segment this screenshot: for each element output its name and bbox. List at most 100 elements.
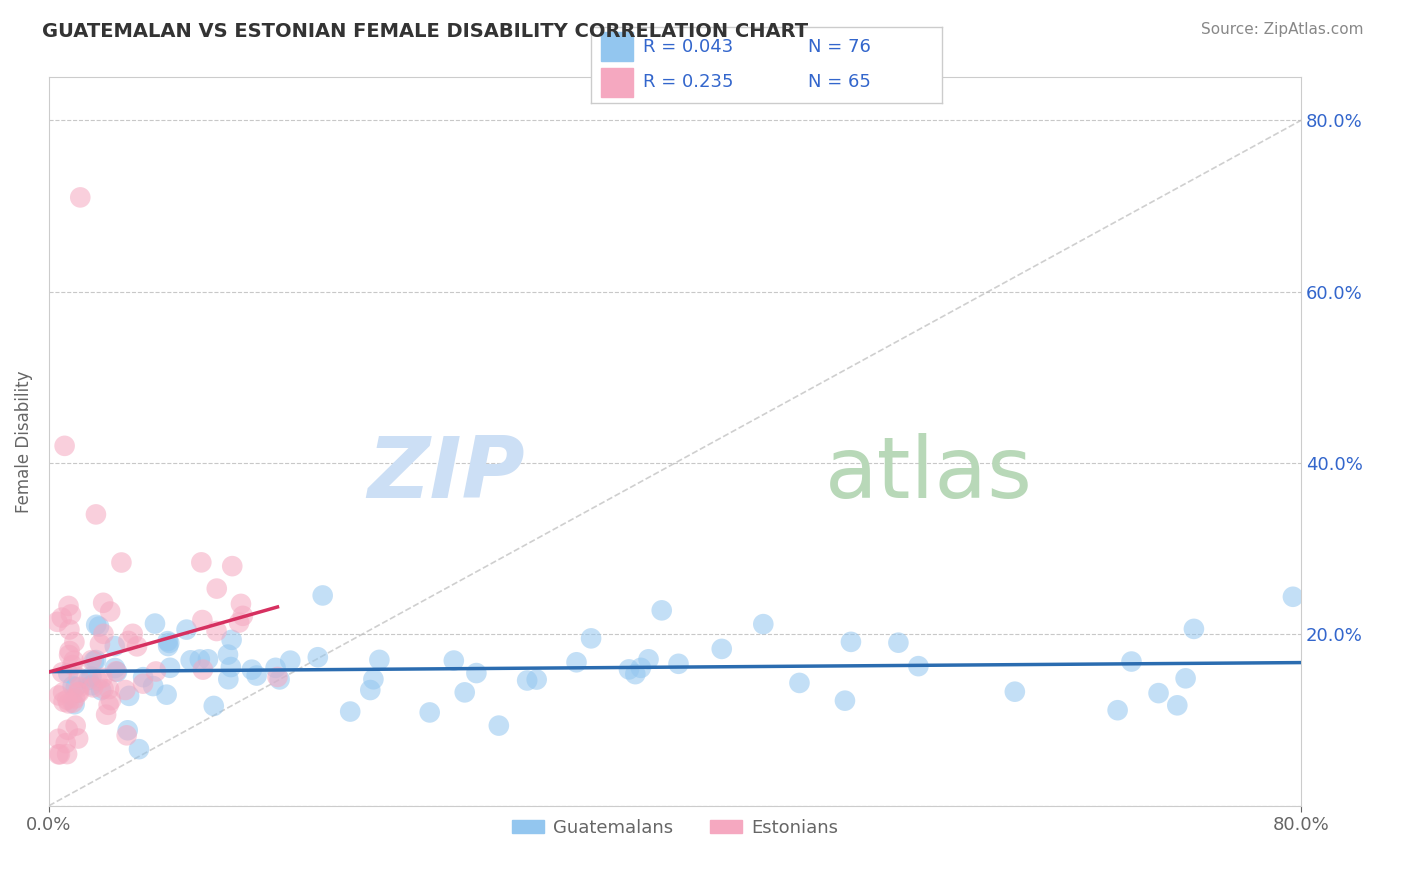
- Point: [67, 731, 90, 746]
- Text: R = 0.043: R = 0.043: [644, 38, 734, 56]
- Point: [67, 685, 90, 699]
- Point: [339, 705, 361, 719]
- Point: [56, 723, 79, 737]
- Point: [62, 654, 84, 668]
- Point: [228, 615, 250, 630]
- Point: [240, 663, 263, 677]
- Point: [46, 615, 69, 629]
- Point: [58, 697, 80, 711]
- Point: [264, 661, 287, 675]
- Point: [105, 665, 128, 679]
- Point: [121, 627, 143, 641]
- Point: [48, 689, 70, 703]
- Point: [51, 665, 73, 680]
- Point: [156, 688, 179, 702]
- Point: [454, 685, 477, 699]
- Point: [65, 680, 87, 694]
- Point: [110, 556, 132, 570]
- Point: [205, 624, 228, 638]
- Point: [55, 736, 77, 750]
- Point: [190, 555, 212, 569]
- Point: [1107, 703, 1129, 717]
- Point: [98, 605, 121, 619]
- Point: [630, 661, 652, 675]
- Point: [56, 666, 79, 681]
- Point: [65, 719, 87, 733]
- Point: [58, 599, 80, 613]
- Point: [58, 648, 80, 662]
- Point: [48, 747, 70, 762]
- Point: [77, 673, 100, 687]
- Point: [887, 636, 910, 650]
- Point: [839, 635, 862, 649]
- Point: [488, 718, 510, 732]
- Point: [49, 747, 72, 762]
- Point: [188, 652, 211, 666]
- Legend: Guatemalans, Estonians: Guatemalans, Estonians: [505, 812, 845, 844]
- Point: [789, 676, 811, 690]
- Point: [67, 686, 90, 700]
- Point: [53, 439, 76, 453]
- Point: [69, 190, 91, 204]
- Text: R = 0.235: R = 0.235: [644, 73, 734, 91]
- Point: [63, 691, 86, 706]
- Text: ZIP: ZIP: [367, 433, 524, 516]
- Text: N = 76: N = 76: [808, 38, 872, 56]
- Point: [62, 658, 84, 673]
- Point: [93, 627, 115, 641]
- Point: [62, 679, 84, 693]
- Point: [93, 681, 115, 696]
- Point: [834, 694, 856, 708]
- Point: [368, 653, 391, 667]
- Text: GUATEMALAN VS ESTONIAN FEMALE DISABILITY CORRELATION CHART: GUATEMALAN VS ESTONIAN FEMALE DISABILITY…: [42, 22, 808, 41]
- Point: [516, 673, 538, 688]
- Point: [246, 668, 269, 682]
- Point: [100, 693, 122, 707]
- Point: [84, 617, 107, 632]
- Text: Source: ZipAtlas.com: Source: ZipAtlas.com: [1201, 22, 1364, 37]
- Point: [98, 682, 121, 697]
- Point: [52, 695, 75, 709]
- Point: [143, 616, 166, 631]
- Point: [156, 634, 179, 648]
- Point: [668, 657, 690, 671]
- Point: [132, 670, 155, 684]
- Point: [63, 635, 86, 649]
- Point: [52, 685, 75, 699]
- Point: [907, 659, 929, 673]
- Point: [97, 698, 120, 712]
- Point: [176, 623, 198, 637]
- Point: [624, 667, 647, 681]
- Point: [46, 731, 69, 746]
- Point: [217, 672, 239, 686]
- Point: [180, 653, 202, 667]
- Point: [132, 676, 155, 690]
- Point: [651, 603, 673, 617]
- Point: [128, 742, 150, 756]
- Point: [63, 698, 86, 712]
- Point: [465, 666, 488, 681]
- Point: [229, 597, 252, 611]
- Point: [565, 655, 588, 669]
- Point: [526, 673, 548, 687]
- Point: [159, 661, 181, 675]
- Point: [80, 653, 103, 667]
- Point: [80, 669, 103, 683]
- Point: [125, 640, 148, 654]
- Point: [58, 623, 80, 637]
- Point: [104, 661, 127, 675]
- Point: [1182, 622, 1205, 636]
- Point: [118, 689, 141, 703]
- Point: [419, 706, 441, 720]
- Point: [59, 607, 82, 622]
- Point: [69, 680, 91, 694]
- Bar: [602, 32, 633, 61]
- Point: [191, 613, 214, 627]
- Point: [51, 610, 73, 624]
- Point: [312, 589, 335, 603]
- Point: [221, 632, 243, 647]
- Bar: [602, 68, 633, 96]
- Point: [1282, 590, 1305, 604]
- Point: [86, 673, 108, 688]
- Point: [443, 654, 465, 668]
